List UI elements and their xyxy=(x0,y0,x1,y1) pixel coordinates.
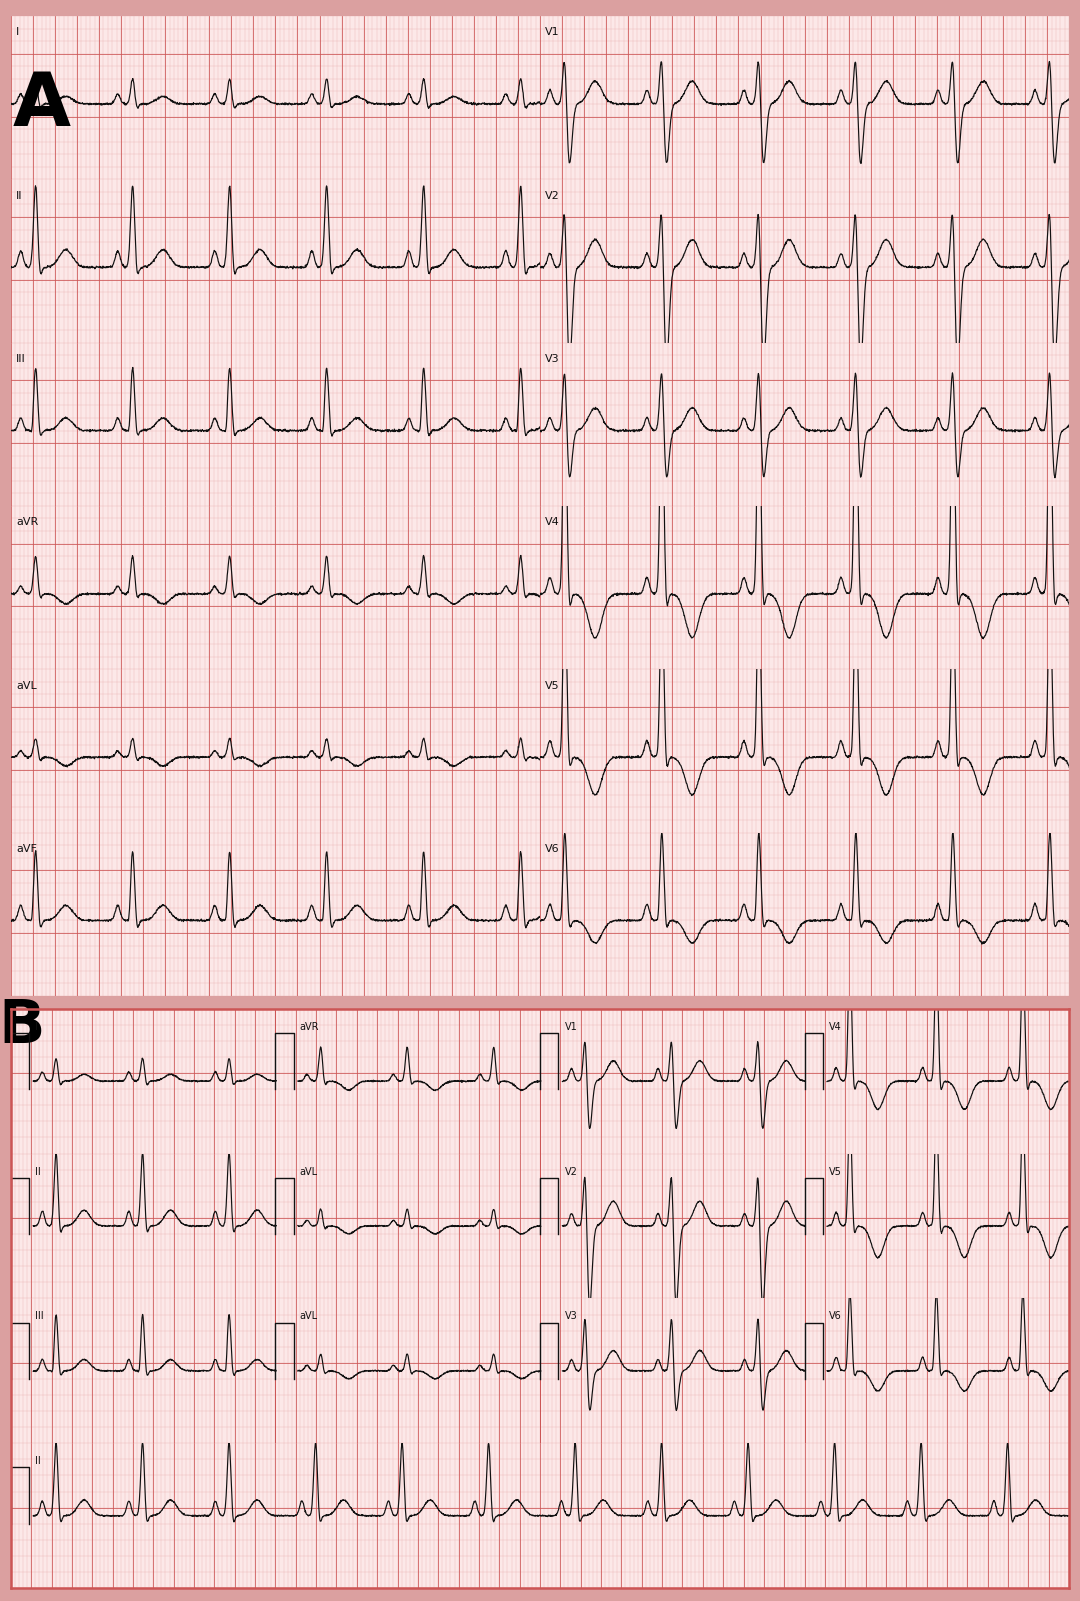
Text: V3: V3 xyxy=(545,354,559,363)
Text: V1: V1 xyxy=(545,27,559,37)
Text: II: II xyxy=(36,1457,41,1467)
Text: III: III xyxy=(36,1311,44,1321)
Text: aVF: aVF xyxy=(16,844,37,853)
Text: aVL: aVL xyxy=(300,1167,318,1177)
Text: I: I xyxy=(36,1021,38,1031)
Text: II: II xyxy=(16,191,23,200)
Text: V5: V5 xyxy=(545,680,559,690)
Text: aVL: aVL xyxy=(16,680,37,690)
Text: aVL: aVL xyxy=(300,1311,318,1321)
Text: aVR: aVR xyxy=(16,517,39,527)
Text: V5: V5 xyxy=(829,1167,842,1177)
Text: III: III xyxy=(16,354,26,363)
Text: V3: V3 xyxy=(565,1311,577,1321)
Text: aVR: aVR xyxy=(300,1021,320,1031)
Text: B: B xyxy=(0,997,44,1057)
Text: II: II xyxy=(36,1167,41,1177)
Text: V6: V6 xyxy=(545,844,559,853)
Text: V6: V6 xyxy=(829,1311,841,1321)
Text: V4: V4 xyxy=(829,1021,841,1031)
Text: I: I xyxy=(16,27,19,37)
Text: V2: V2 xyxy=(545,191,561,200)
Text: V1: V1 xyxy=(565,1021,577,1031)
Text: A: A xyxy=(13,69,70,141)
Text: V2: V2 xyxy=(565,1167,578,1177)
Text: V4: V4 xyxy=(545,517,561,527)
